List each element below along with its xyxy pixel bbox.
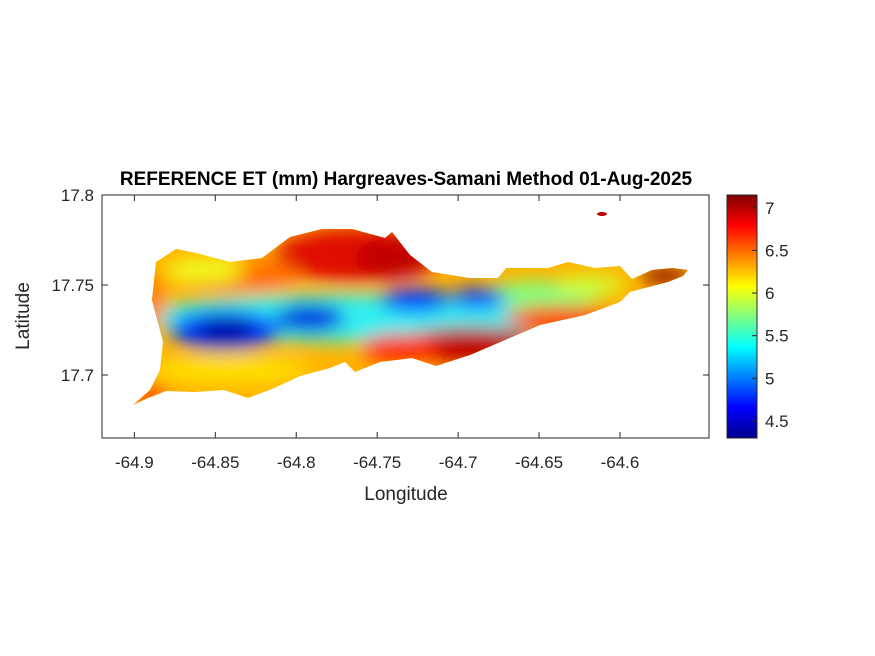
y-axis: 17.7 17.75 17.8 <box>51 186 709 385</box>
blob-navy-west <box>195 318 255 342</box>
colorbar-tick-label: 5.5 <box>765 327 789 346</box>
y-tick-label: 17.75 <box>51 276 94 295</box>
x-tick-label: -64.7 <box>439 453 478 472</box>
colorbar-tick-label: 5 <box>765 369 774 388</box>
x-tick-label: -64.65 <box>515 453 563 472</box>
y-tick-label: 17.7 <box>61 366 94 385</box>
blob-yellow-northwest <box>165 258 245 282</box>
islet <box>597 212 607 216</box>
colorbar-tick-label: 6 <box>765 284 774 303</box>
blob-yellow-south <box>150 356 310 384</box>
map-plot-area: -64.9 -64.85 -64.8 -64.75 -64.7 -64.65 -64.6 1… <box>51 186 710 472</box>
colorbar-tick-label: 6.5 <box>765 241 789 260</box>
blob-blue-mid <box>275 304 345 332</box>
colorbar-gradient <box>726 194 758 439</box>
blob-blue-east <box>450 288 506 308</box>
x-tick-label: -64.75 <box>353 453 401 472</box>
blob-blue-center <box>380 288 450 312</box>
y-tick-label: 17.8 <box>61 186 94 205</box>
blob-south-red <box>360 334 440 362</box>
x-tick-label: -64.8 <box>277 453 316 472</box>
blob-green-east <box>555 275 625 295</box>
x-tick-label: -64.9 <box>115 453 154 472</box>
colorbar-ticks: 4.5 5 5.5 6 6.5 7 <box>752 199 789 431</box>
colorbar-tick-label: 7 <box>765 199 774 218</box>
colorbar: 4.5 5 5.5 6 6.5 7 <box>726 194 789 439</box>
y-axis-label: Latitude <box>13 282 34 350</box>
x-axis: -64.9 -64.85 -64.8 -64.75 -64.7 -64.65 -64.6 <box>115 195 639 472</box>
x-tick-label: -64.6 <box>601 453 640 472</box>
x-axis-label: Longitude <box>364 484 447 505</box>
x-tick-label: -64.85 <box>191 453 239 472</box>
chart-title: REFERENCE ET (mm) Hargreaves-Samani Meth… <box>120 169 693 190</box>
colorbar-tick-label: 4.5 <box>765 412 789 431</box>
